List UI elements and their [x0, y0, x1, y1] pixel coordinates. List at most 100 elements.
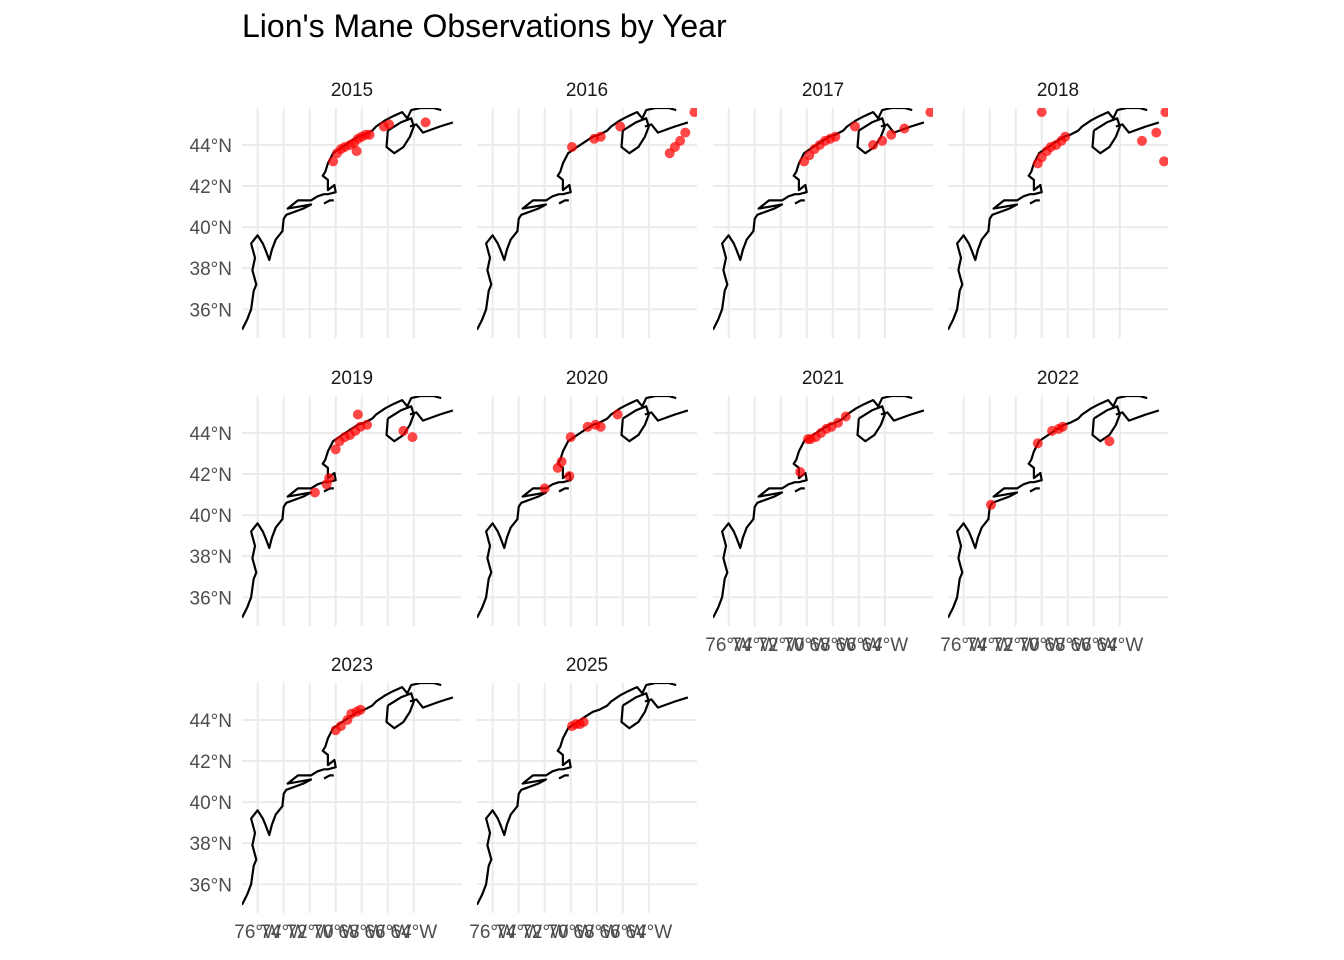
coastline-group: [242, 108, 454, 331]
facet-panel-2021: 2021 76°W74°W72°W70°W68°W66°W64°W: [705, 368, 933, 656]
y-tick-label: 40°N: [190, 506, 232, 527]
coastline: [290, 396, 291, 397]
observation-point: [335, 721, 346, 732]
coastline-group: [477, 396, 689, 619]
observation-point: [925, 108, 933, 118]
coastline: [525, 108, 526, 109]
observation-point: [1137, 135, 1147, 146]
observation-point: [398, 425, 409, 436]
observation-point: [351, 146, 362, 157]
coastline-group: [948, 108, 1168, 331]
observation-point: [309, 487, 320, 498]
observation-point: [355, 704, 366, 715]
y-tick-label: 38°N: [190, 259, 232, 280]
x-tick-label: 74°W: [260, 922, 307, 943]
coastline: [385, 692, 415, 730]
facet-strip-label: 2023: [331, 655, 373, 676]
coastline: [996, 396, 997, 397]
x-tick-label: 68°W: [809, 635, 856, 656]
coastline-group: [242, 683, 454, 906]
observation-point: [877, 135, 888, 146]
coastline: [323, 774, 334, 780]
observation-point: [352, 409, 363, 420]
observation-point: [420, 117, 431, 128]
coastline: [323, 199, 334, 205]
facet-panel-2020: 2020: [477, 368, 697, 626]
observation-point: [330, 444, 341, 455]
observation-point: [582, 421, 593, 432]
observation-point: [1159, 156, 1168, 167]
coastline: [1115, 121, 1160, 134]
facet-panel-2017: 2017: [713, 80, 933, 338]
coastline: [948, 396, 1148, 619]
x-tick-label: 72°W: [286, 922, 333, 943]
observation-point: [595, 131, 606, 142]
facet-strip-label: 2025: [566, 655, 608, 676]
observation-point: [565, 432, 576, 443]
coastline-group: [713, 108, 933, 331]
coastline: [323, 487, 334, 493]
coastline: [385, 117, 415, 155]
facet-strip-label: 2019: [331, 368, 373, 389]
facet-strip-label: 2016: [566, 80, 608, 101]
coastline: [620, 405, 650, 443]
facet-panel-2025: 2025 76°W74°W72°W70°W68°W66°W64°W: [469, 655, 697, 943]
coastline: [1091, 405, 1121, 443]
coastline: [996, 108, 997, 109]
coastline: [558, 487, 569, 493]
y-tick-label: 42°N: [190, 465, 232, 486]
observation-point: [1032, 438, 1043, 449]
x-tick-label: 66°W: [599, 922, 646, 943]
x-tick-label: 74°W: [495, 922, 542, 943]
observation-point: [539, 483, 550, 494]
coastline: [794, 487, 805, 493]
coastline: [880, 409, 925, 422]
coastline: [713, 396, 913, 619]
observation-point: [578, 717, 589, 727]
observation-point: [664, 148, 675, 159]
coastline: [409, 696, 454, 709]
coastline: [409, 409, 454, 422]
observation-point: [407, 432, 418, 443]
coastline: [290, 108, 291, 109]
coastline-group: [242, 396, 454, 619]
observation-point: [1036, 108, 1047, 118]
observation-point: [868, 140, 879, 150]
coastline: [1091, 117, 1121, 155]
coastline: [242, 108, 442, 331]
y-tick-label: 40°N: [190, 793, 232, 814]
coastline: [1029, 199, 1040, 205]
facet-panel-2019: 2019 36°N 38°N 40°N 42°N 44°N: [190, 368, 462, 626]
x-tick-label: 74°W: [966, 635, 1013, 656]
facet-panel-2022: 2022 76°W74°W72°W70°W68°W66°W64°W: [940, 368, 1168, 656]
coastline: [620, 692, 650, 730]
observation-point: [564, 471, 575, 482]
coastline: [1029, 487, 1040, 493]
observation-point: [795, 467, 806, 477]
coastline: [644, 696, 689, 709]
facet-panel-2018: 2018: [948, 80, 1168, 338]
x-tick-label: 72°W: [757, 635, 804, 656]
chart-title: Lion's Mane Observations by Year: [242, 8, 727, 44]
coastline: [948, 108, 1148, 331]
x-tick-label: 66°W: [1070, 635, 1117, 656]
coastline: [290, 683, 291, 684]
facet-strip-label: 2017: [802, 80, 844, 101]
coastline: [477, 683, 677, 906]
x-tick-label: 68°W: [573, 922, 620, 943]
coastline: [558, 774, 569, 780]
coastline: [385, 405, 415, 443]
coastline-group: [713, 396, 925, 619]
x-tick-label: 68°W: [1044, 635, 1091, 656]
observation-point: [1151, 127, 1162, 138]
coastline: [525, 683, 526, 684]
observation-point: [1160, 108, 1168, 118]
facet-panel-2023: 2023 36°N 38°N 40°N 42°N 44°N 76°W74°W72°W70°W…: [190, 655, 462, 943]
observation-point: [899, 123, 910, 134]
facet-panel-2015: 2015 36°N 38°N 40°N 42°N 44°N: [190, 80, 462, 338]
y-tick-label: 44°N: [190, 711, 232, 732]
coastline-group: [477, 683, 689, 906]
y-tick-label: 44°N: [190, 424, 232, 445]
observation-point: [689, 108, 697, 118]
